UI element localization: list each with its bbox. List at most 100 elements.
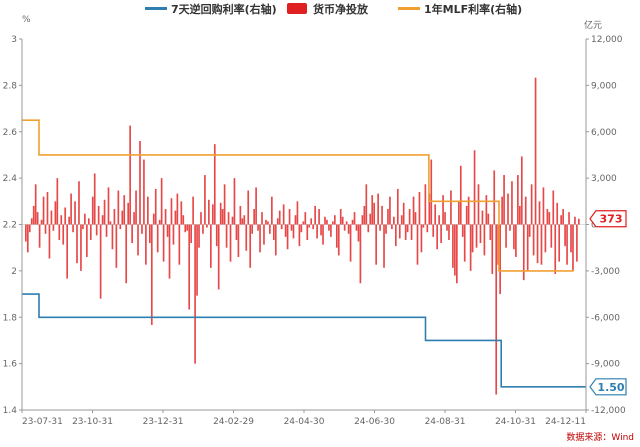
left-tick-label: 3 [11,35,17,45]
net-injection-bar [99,224,102,299]
net-injection-bar [219,202,222,225]
right-axis-unit: 亿元 [584,19,602,31]
net-injection-bar [562,209,564,225]
net-injection-bar [76,224,78,264]
net-injection-bar [524,196,527,225]
net-injection-bar [491,224,494,274]
net-injection-bar [211,204,214,225]
left-tick-label: 2.2 [3,221,17,231]
net-injection-bar [410,224,413,240]
net-injection-bar [154,188,157,225]
net-injection-bar [398,224,401,239]
net-injection-bar [450,190,452,225]
net-injection-bar [38,224,41,248]
net-injection-bar [503,175,505,225]
net-injection-bar [269,224,271,234]
net-injection-bar [461,224,464,237]
rate-line [22,119,574,272]
net-injection-bar [263,224,265,245]
net-injection-bar [316,224,318,239]
net-injection-bar [538,201,541,225]
net-injection-bar [438,215,440,225]
net-injection-bar [408,209,411,225]
net-injection-bar [141,224,143,234]
net-injection-bar [499,224,501,295]
net-injection-bar [213,144,216,225]
left-tick-label: 1.4 [3,406,18,416]
net-injection-bar [493,170,496,225]
net-injection-bar [109,221,112,225]
net-injection-bar [469,224,472,271]
net-injection-bar [143,159,145,225]
net-injection-bar [208,199,210,225]
net-injection-bar [426,224,429,233]
net-injection-bar [239,205,242,225]
net-injection-bar [375,224,377,265]
net-injection-bar [343,224,346,231]
net-injection-bar [64,207,67,225]
net-injection-bar [139,141,141,225]
net-injection-bar [505,224,507,248]
net-injection-bar [528,224,531,237]
net-injection-bar [129,125,131,225]
net-injection-bar [62,224,65,245]
net-injection-bars [25,77,580,395]
right-tick-label: -6,000 [591,313,620,323]
net-injection-bar [444,212,446,225]
net-injection-bar [298,224,301,247]
net-injection-bar [542,187,545,225]
net-injection-bar [304,212,307,225]
net-injection-bar [558,224,561,262]
net-injection-bar [351,219,354,225]
net-injection-bar [416,224,419,265]
net-injection-bar [150,224,153,325]
value-tag [589,378,627,396]
net-injection-bar [554,224,557,274]
net-injection-bar [314,205,316,225]
net-injection-bar [245,224,248,251]
net-injection-bar [125,224,128,284]
net-injection-bar [420,224,423,253]
source-note: 数据来源：Wind [566,431,634,443]
net-injection-bar [190,224,192,244]
net-injection-bar [117,190,120,225]
net-injection-bar [424,184,427,225]
net-injection-bar [308,224,311,228]
net-injection-bar [84,213,86,225]
net-injection-bar [158,219,161,225]
legend-label: 1年MLF利率(右轴) [424,2,522,16]
net-injection-bar [119,224,122,230]
net-injection-bar [70,193,72,225]
net-injection-bar [395,224,397,247]
net-injection-bar [465,205,468,225]
net-injection-bar [355,224,358,231]
chart-annotations: 373 1.50 [589,210,627,396]
net-injection-bar [147,196,149,225]
net-injection-bar [259,224,261,253]
right-tick-label: -3,000 [591,267,620,277]
net-injection-bar [312,224,315,230]
net-injection-bar [292,224,295,239]
net-injection-bar [518,205,521,225]
net-injection-bar [42,196,45,225]
net-injection-bar [148,224,151,244]
net-injection-bar [479,224,482,244]
net-injection-bar [284,224,287,237]
chart-legend[interactable]: 7天逆回购利率(右轴) 货币净投放 1年MLF利率(右轴) [145,2,522,16]
net-injection-bar [251,224,253,234]
right-tick-label: 9,000 [591,81,617,91]
net-injection-bar [520,156,523,225]
x-tick-label: 24-06-30 [354,417,395,427]
net-injection-bar [389,196,391,225]
net-injection-bar [402,202,405,225]
net-injection-bar [286,224,289,250]
net-injection-bar [560,215,562,225]
net-injection-bar [103,199,106,225]
net-injection-bar [111,224,114,250]
net-injection-bar [215,224,218,247]
net-injection-bar [152,213,155,225]
left-tick-label: 1.6 [3,360,18,370]
net-injection-bar [115,224,118,268]
net-injection-bar [36,212,39,225]
net-injection-bar [393,216,395,225]
